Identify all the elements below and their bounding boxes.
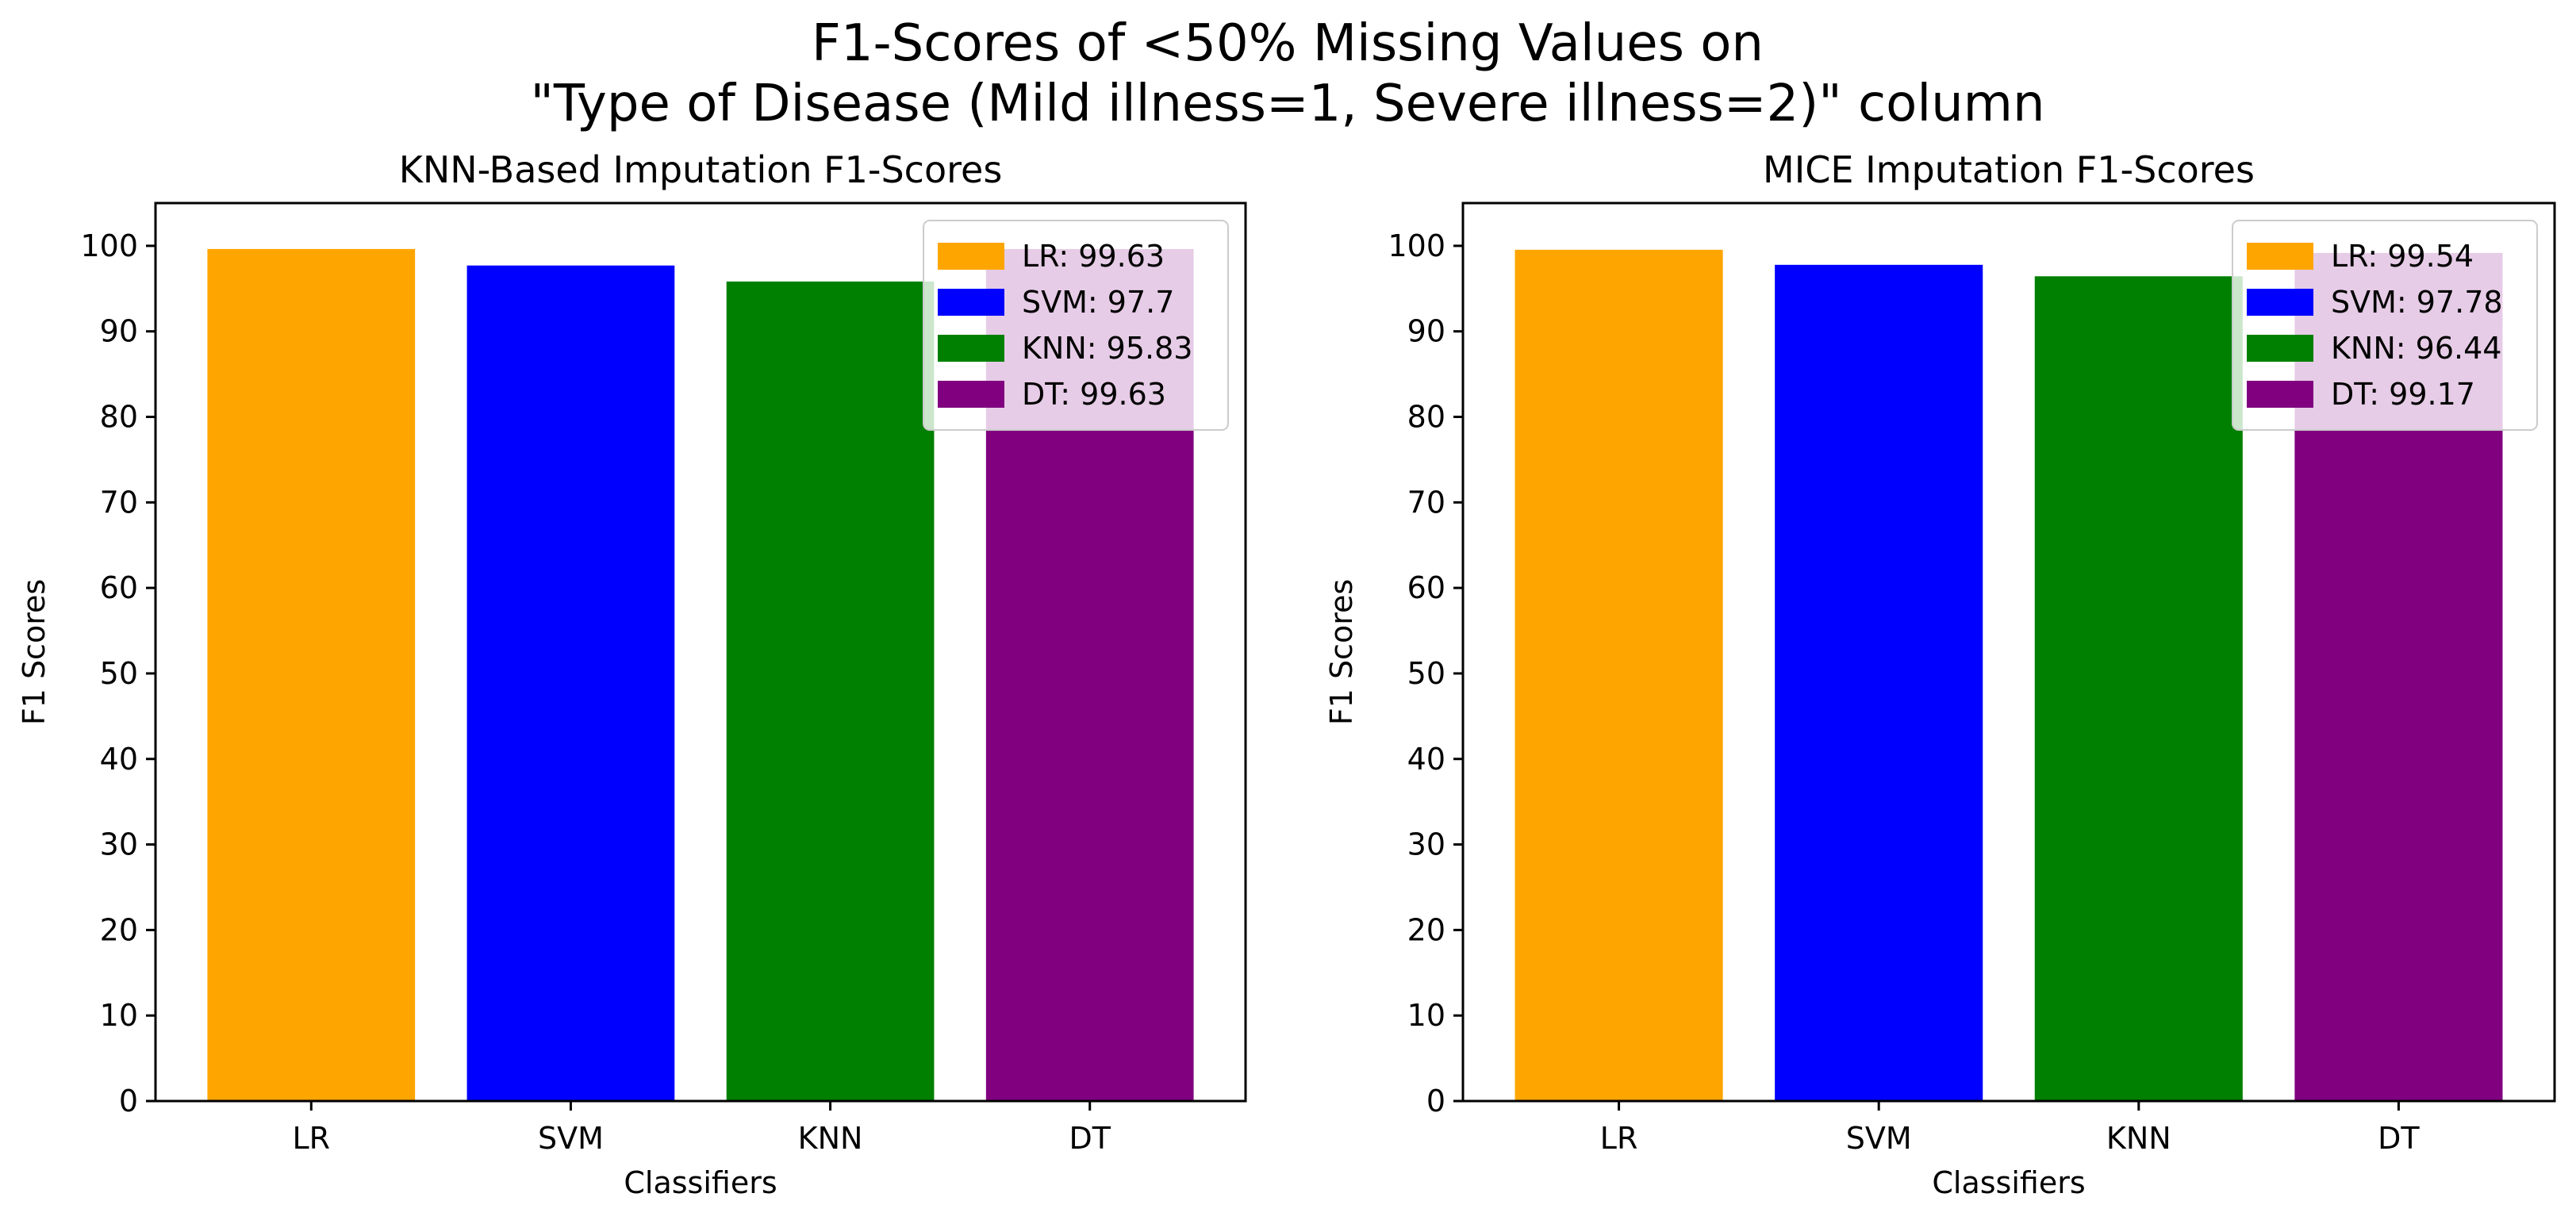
y-tick-label: 20 (1407, 912, 1445, 947)
y-tick-label: 80 (100, 400, 138, 435)
bar-knn (726, 281, 935, 1101)
mice-imputation-chart: 0 10 20 30 40 50 60 70 80 90 100 LR SVM KNN DT Classifi… (1324, 148, 2556, 1200)
chart-title: MICE Imputation F1-Scores (1763, 148, 2255, 191)
figure-title-line-2: "Type of Disease (Mild illness=1, Severe… (530, 75, 2044, 133)
legend-label-lr: LR: 99.54 (2331, 239, 2474, 274)
legend-label-dt: DT: 99.17 (2331, 377, 2475, 412)
y-tick-label: 70 (100, 485, 138, 520)
y-tick-label: 40 (1407, 742, 1445, 777)
y-tick-label: 90 (100, 314, 138, 349)
x-tick-label-lr: LR (1600, 1121, 1638, 1156)
y-axis-label: F1 Scores (1324, 579, 1359, 725)
x-tick-label-knn: KNN (2106, 1121, 2171, 1156)
y-tick-label: 100 (1388, 228, 1445, 263)
x-axis-label: Classifiers (624, 1165, 777, 1200)
bar-lr (207, 248, 416, 1102)
y-tick-label: 40 (100, 742, 138, 777)
legend-swatch-lr (938, 243, 1004, 270)
legend-label-lr: LR: 99.63 (1022, 239, 1165, 274)
y-tick-label: 20 (100, 912, 138, 947)
y-tick-label: 100 (80, 228, 138, 263)
y-tick-label: 0 (119, 1084, 138, 1118)
legend-swatch-dt (938, 381, 1004, 408)
bar-lr (1515, 249, 1723, 1101)
y-tick-label: 80 (1407, 400, 1445, 435)
plot-frame (1461, 201, 2556, 1103)
y-tick-label: 70 (1407, 485, 1445, 520)
knn-imputation-chart: 0 10 20 30 40 50 60 70 80 90 100 LR SVM KNN DT Classifi… (17, 148, 1247, 1200)
bar-svm (1775, 264, 1983, 1101)
legend-label-knn: KNN: 95.83 (1022, 331, 1192, 366)
x-tick-label-svm: SVM (1846, 1121, 1912, 1156)
legend-label-knn: KNN: 96.44 (2331, 331, 2501, 366)
legend-swatch-knn (2247, 335, 2313, 362)
plot-frame (154, 201, 1247, 1103)
y-tick-label: 90 (1407, 314, 1445, 349)
chart-title: KNN-Based Imputation F1-Scores (399, 148, 1003, 191)
x-tick-label-svm: SVM (538, 1121, 604, 1156)
y-axis-label: F1 Scores (17, 579, 52, 725)
bar-svm (466, 265, 675, 1102)
y-tick-label: 60 (100, 570, 138, 605)
legend-swatch-dt (2247, 381, 2313, 408)
x-axis-label: Classifiers (1932, 1165, 2085, 1200)
legend: LR: 99.54 SVM: 97.78 KNN: 96.44 DT: 99.17 (2232, 220, 2538, 431)
legend: LR: 99.63 SVM: 97.7 KNN: 95.83 DT: 99.63 (923, 220, 1229, 431)
legend-swatch-svm (2247, 289, 2313, 316)
legend-swatch-lr (2247, 243, 2313, 270)
y-tick-label: 50 (100, 656, 138, 691)
x-tick-label-lr: LR (292, 1121, 330, 1156)
y-tick-label: 0 (1426, 1084, 1445, 1118)
bar-knn (2034, 276, 2243, 1102)
y-tick-label: 50 (1407, 656, 1445, 691)
legend-swatch-knn (938, 335, 1004, 362)
legend-swatch-svm (938, 289, 1004, 316)
legend-box (2232, 220, 2538, 431)
x-tick-label-knn: KNN (798, 1121, 863, 1156)
x-tick-label-dt: DT (2378, 1121, 2420, 1156)
legend-label-svm: SVM: 97.78 (2331, 285, 2503, 320)
legend-box (923, 220, 1229, 431)
figure-title-line-1: F1-Scores of <50% Missing Values on (812, 14, 1764, 73)
y-tick-label: 10 (100, 998, 138, 1033)
y-tick-label: 30 (100, 827, 138, 862)
legend-label-dt: DT: 99.63 (1022, 377, 1166, 412)
legend-label-svm: SVM: 97.7 (1022, 285, 1174, 320)
x-tick-label-dt: DT (1069, 1121, 1111, 1156)
y-tick-label: 60 (1407, 570, 1445, 605)
y-tick-label: 30 (1407, 827, 1445, 862)
y-tick-label: 10 (1407, 998, 1445, 1033)
